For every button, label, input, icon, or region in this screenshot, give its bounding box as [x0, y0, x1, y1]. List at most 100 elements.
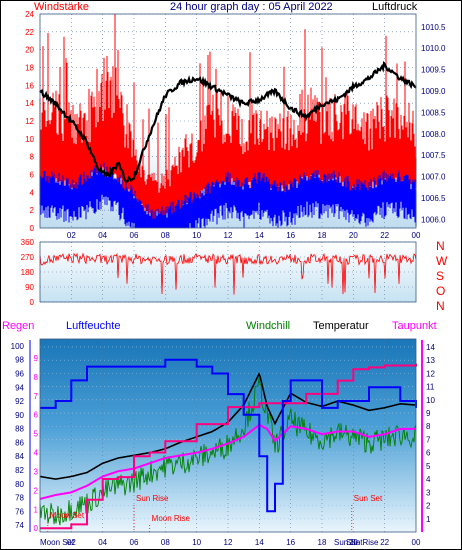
plot-frame-2: [39, 241, 417, 303]
wind-tick: 8: [30, 153, 35, 162]
pressure-tick: 1010.5: [421, 23, 446, 32]
x-tick: 08: [161, 231, 170, 240]
temperature-tick: 14: [426, 343, 435, 352]
event-label: Moon Rise: [152, 514, 191, 523]
wind-tick: 12: [25, 117, 34, 126]
temperature-tick: 3: [426, 488, 431, 497]
pressure-tick: 1009.5: [421, 66, 446, 75]
wind-tick: 24: [25, 10, 34, 19]
x-tick: 22: [380, 231, 389, 240]
pressure-tick: 1009.0: [421, 87, 446, 96]
pressure-tick: 1008.0: [421, 130, 446, 139]
wind-tick: 4: [30, 188, 35, 197]
humidity-tick: 88: [15, 425, 24, 434]
x-tick: 10: [192, 538, 201, 547]
compass-label: W: [436, 254, 448, 268]
x-tick: 06: [130, 538, 139, 547]
x-tick: 02: [67, 538, 76, 547]
direction-tick: 0: [30, 298, 35, 307]
event-label: Sun Set: [354, 494, 383, 503]
rain-tick: 8: [34, 373, 39, 382]
x-tick: 14: [255, 231, 264, 240]
rain-tick: 7: [34, 392, 39, 401]
temperature-tick: 5: [426, 462, 431, 471]
x-tick: 00: [412, 538, 421, 547]
x-tick: 08: [161, 538, 170, 547]
rain-tick: 2: [34, 486, 39, 495]
rain-tick: 4: [34, 449, 39, 458]
wind-direction-line: [39, 252, 417, 295]
compass-label: N: [436, 299, 445, 313]
event-label: Sun Rise: [346, 538, 379, 547]
rain-axis-title: Regen: [2, 320, 35, 332]
humidity-tick: 94: [15, 383, 24, 392]
x-tick: 12: [224, 231, 233, 240]
humidity-tick: 84: [15, 452, 24, 461]
rain-tick: 0: [34, 524, 39, 533]
direction-tick: 180: [21, 268, 35, 277]
pressure-axis-title: Luftdruck: [372, 1, 418, 13]
graph-title: 24 hour graph day : 05 April 2022: [170, 1, 333, 13]
rain-tick: 5: [34, 430, 39, 439]
wind-tick: 2: [30, 206, 35, 215]
event-label: Sun Set: [334, 538, 363, 547]
compass-label: O: [436, 284, 445, 298]
temperature-tick: 7: [426, 435, 431, 444]
direction-tick: 270: [21, 253, 35, 262]
wind-tick: 22: [25, 28, 34, 37]
humidity-axis-title: Luftfeuchte: [66, 320, 121, 332]
rain-tick: 9: [34, 354, 39, 363]
pressure-tick: 1006.0: [421, 215, 446, 224]
pressure-tick: 1006.5: [421, 194, 446, 203]
humidity-tick: 82: [15, 466, 24, 475]
pressure-tick: 1007.5: [421, 151, 446, 160]
temperature-tick: 9: [426, 409, 431, 418]
wind-tick: 6: [30, 171, 35, 180]
humidity-tick: 98: [15, 356, 24, 365]
humidity-tick: 80: [15, 480, 24, 489]
temperature-tick: 4: [426, 475, 431, 484]
wind-tick: 14: [25, 99, 34, 108]
temperature-tick: 2: [426, 502, 431, 511]
pressure-tick: 1008.5: [421, 108, 446, 117]
x-tick: 16: [286, 538, 295, 547]
x-tick: 00: [412, 231, 421, 240]
x-tick: 04: [98, 231, 107, 240]
humidity-tick: 86: [15, 438, 24, 447]
compass-label: S: [436, 269, 444, 283]
humidity-tick: 76: [15, 507, 24, 516]
x-tick: 16: [286, 231, 295, 240]
temperature-tick: 12: [426, 369, 435, 378]
x-tick: 18: [318, 538, 327, 547]
x-tick: 06: [130, 231, 139, 240]
event-label: Moon Set: [50, 511, 85, 520]
temperature-tick: 11: [426, 383, 435, 392]
rain-tick: 3: [34, 467, 39, 476]
event-label: Sun Rise: [136, 494, 169, 503]
temperature-tick: 1: [426, 515, 431, 524]
wind-tick: 0: [30, 224, 35, 233]
dewpoint-line: [39, 424, 416, 500]
humidity-tick: 100: [11, 342, 25, 351]
wind-tick: 20: [25, 46, 34, 55]
humidity-tick: 92: [15, 397, 24, 406]
x-tick: 14: [255, 538, 264, 547]
x-tick: 20: [349, 231, 358, 240]
temperature-legend: Temperatur: [313, 320, 369, 332]
rain-tick: 1: [34, 505, 39, 514]
x-tick: 04: [98, 538, 107, 547]
x-tick: 10: [192, 231, 201, 240]
wind-tick: 16: [25, 81, 34, 90]
rain-tick: 6: [34, 411, 39, 420]
direction-tick: 360: [21, 238, 35, 247]
humidity-tick: 74: [15, 521, 24, 530]
x-tick: 20: [349, 538, 358, 547]
direction-tick: 90: [25, 283, 34, 292]
temperature-tick: 6: [426, 449, 431, 458]
humidity-tick: 96: [15, 369, 24, 378]
pressure-line: [39, 60, 417, 183]
temperature-tick: 10: [426, 396, 435, 405]
compass-label: N: [436, 239, 445, 253]
temperature-tick: 8: [426, 422, 431, 431]
wind-tick: 18: [25, 64, 34, 73]
